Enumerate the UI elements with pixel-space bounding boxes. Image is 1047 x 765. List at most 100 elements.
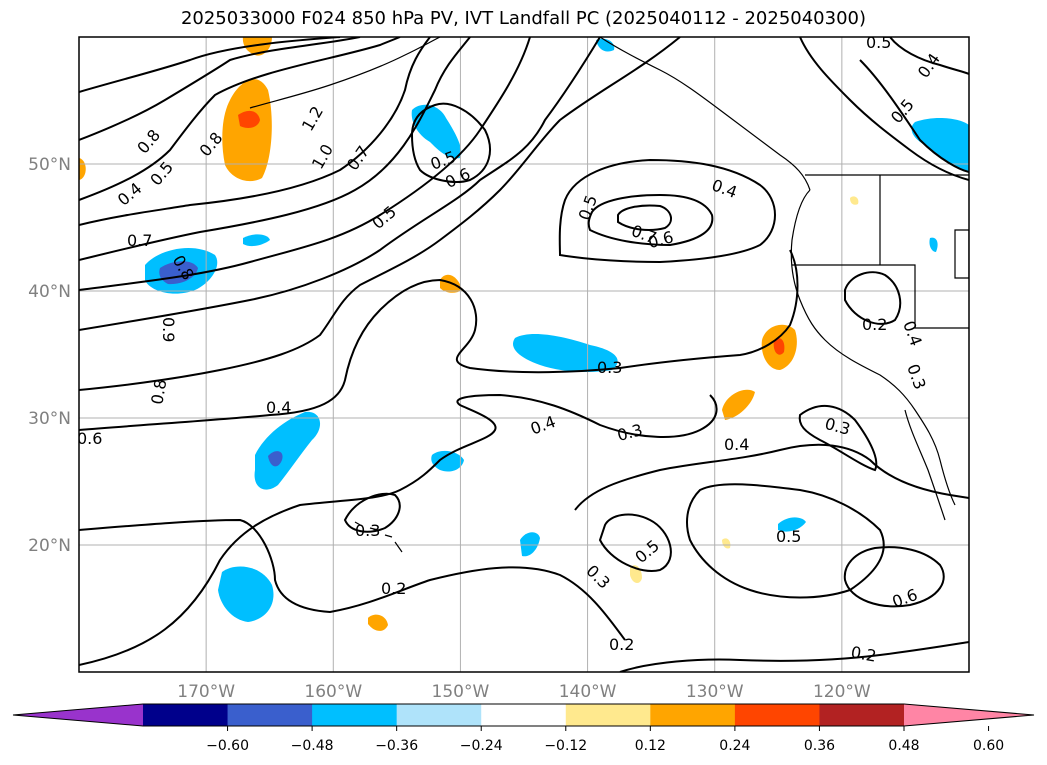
- colorbar-segment: [819, 704, 905, 726]
- pv-contour: [619, 641, 969, 672]
- colorbar-segment: [734, 704, 820, 726]
- pv-contour: [799, 37, 969, 181]
- pv-positive-area: [222, 79, 272, 182]
- colorbar-extend-high: [904, 704, 1034, 726]
- colorbar-outline: [12, 703, 1035, 727]
- contour-label: 0.3: [597, 358, 622, 377]
- alaska-coastline: [599, 37, 811, 191]
- pv-negative-area: [512, 334, 618, 373]
- colorbar-tick-label: −0.12: [544, 738, 587, 754]
- colorbar-tick-label: 0.24: [719, 738, 750, 754]
- pv-negative-area: [911, 118, 969, 172]
- pv-positive-area: [850, 196, 859, 205]
- lat-tick-label: 40°N: [28, 282, 71, 302]
- map-frame: [78, 36, 970, 673]
- colorbar-tick-label: −0.48: [291, 738, 334, 754]
- lat-tick-label: 30°N: [28, 409, 71, 429]
- colorbar-segment: [143, 704, 229, 726]
- map-title: 2025033000 F024 850 hPa PV, IVT Landfall…: [180, 8, 867, 29]
- pv-negative-area: [431, 450, 464, 472]
- border-line: [954, 229, 969, 279]
- pv-negative-area: [254, 411, 321, 490]
- border-line: [792, 264, 969, 329]
- pv-contour: [798, 404, 878, 472]
- contour-label: 0.8: [147, 378, 170, 406]
- pv-positive-area: [368, 614, 388, 631]
- contour-label: 0.4: [266, 398, 291, 417]
- pv-contour: [574, 443, 969, 511]
- pv-negative-area: [778, 517, 806, 532]
- colorbar-segment: [227, 704, 313, 726]
- contour-label: 0.2: [381, 579, 406, 598]
- colorbar-segment: [481, 704, 567, 726]
- axis-tick-labels: 170°W 160°W 150°W 140°W 130°W 120°W 20°N 30°N 40…: [28, 155, 871, 702]
- contour-label: 0.2: [862, 315, 887, 334]
- pv-contour: [843, 546, 945, 608]
- pv-contour: [79, 37, 471, 261]
- colorbar: −0.60 −0.48 −0.36 −0.24 −0.12 0.12 0.24 0.36 0.4…: [12, 703, 1035, 754]
- contour-label: 0.2: [609, 635, 634, 654]
- pv-contour: [79, 37, 431, 226]
- pv-contour: [343, 492, 401, 533]
- pv-contour: [686, 483, 885, 599]
- pv-contour: [79, 37, 681, 391]
- colorbar-segment: [396, 704, 482, 726]
- colorbar-tick-label: 0.48: [888, 738, 919, 754]
- pv-contour: [617, 204, 672, 231]
- baja-coastline: [904, 409, 946, 521]
- lon-tick-label: 160°W: [304, 682, 362, 702]
- pv-positive-area: [238, 110, 260, 128]
- colorbar-extend-low: [13, 704, 143, 726]
- contour-label: 0.6: [77, 429, 102, 448]
- contour-label: 0.7: [127, 231, 152, 250]
- pv-negative-area: [243, 234, 270, 247]
- pv-contours: [79, 37, 969, 672]
- alaska-coastline: [249, 37, 441, 109]
- pv-contour: [79, 249, 799, 431]
- west-coastline: [790, 189, 956, 506]
- pv-contour: [79, 37, 361, 141]
- pv-negative-area: [411, 104, 462, 159]
- lon-tick-label: 170°W: [177, 682, 235, 702]
- pv-shading: [79, 37, 969, 631]
- pv-negative-area: [218, 566, 274, 622]
- contour-label: 0.5: [776, 527, 801, 546]
- colorbar-segment: [565, 704, 651, 726]
- lat-tick-label: 50°N: [28, 155, 71, 175]
- pv-contour: [598, 513, 672, 572]
- pv-positive-area: [773, 338, 785, 355]
- pv-contour: [79, 393, 718, 666]
- colorbar-tick-label: 0.60: [973, 738, 1004, 754]
- pv-contour: [558, 158, 776, 264]
- lon-tick-label: 120°W: [813, 682, 871, 702]
- hawaii-islands: [354, 521, 403, 553]
- colorbar-tick-label: −0.60: [206, 738, 249, 754]
- pv-negative-area: [520, 532, 540, 557]
- lon-tick-label: 150°W: [432, 682, 490, 702]
- pv-contour: [79, 518, 626, 641]
- pv-contour: [79, 37, 341, 93]
- colorbar-segment: [650, 704, 736, 726]
- colorbar-tick-label: −0.24: [460, 738, 503, 754]
- lon-tick-label: 140°W: [559, 682, 617, 702]
- pv-contour: [79, 37, 601, 331]
- pv-positive-area: [722, 389, 755, 420]
- pv-contour: [844, 271, 902, 325]
- contour-label: 0.4: [724, 435, 749, 454]
- pv-contour: [587, 193, 714, 247]
- pv-positive-area: [722, 538, 731, 549]
- colorbar-tick-label: 0.36: [804, 738, 835, 754]
- lon-tick-label: 130°W: [686, 682, 744, 702]
- pv-negative-area: [596, 38, 615, 52]
- pv-contour: [889, 37, 969, 75]
- map-gridlines: [79, 37, 969, 672]
- pv-negative-area: [268, 451, 283, 467]
- pv-positive-area: [242, 37, 272, 56]
- pv-contour: [410, 102, 491, 183]
- contour-label: 0.9: [159, 317, 178, 342]
- contour-label: 0.2: [849, 643, 877, 666]
- pv-contour: [79, 37, 401, 201]
- pv-contour: [859, 59, 969, 173]
- colorbar-tick-label: −0.36: [375, 738, 418, 754]
- colorbar-tick-label: 0.12: [635, 738, 666, 754]
